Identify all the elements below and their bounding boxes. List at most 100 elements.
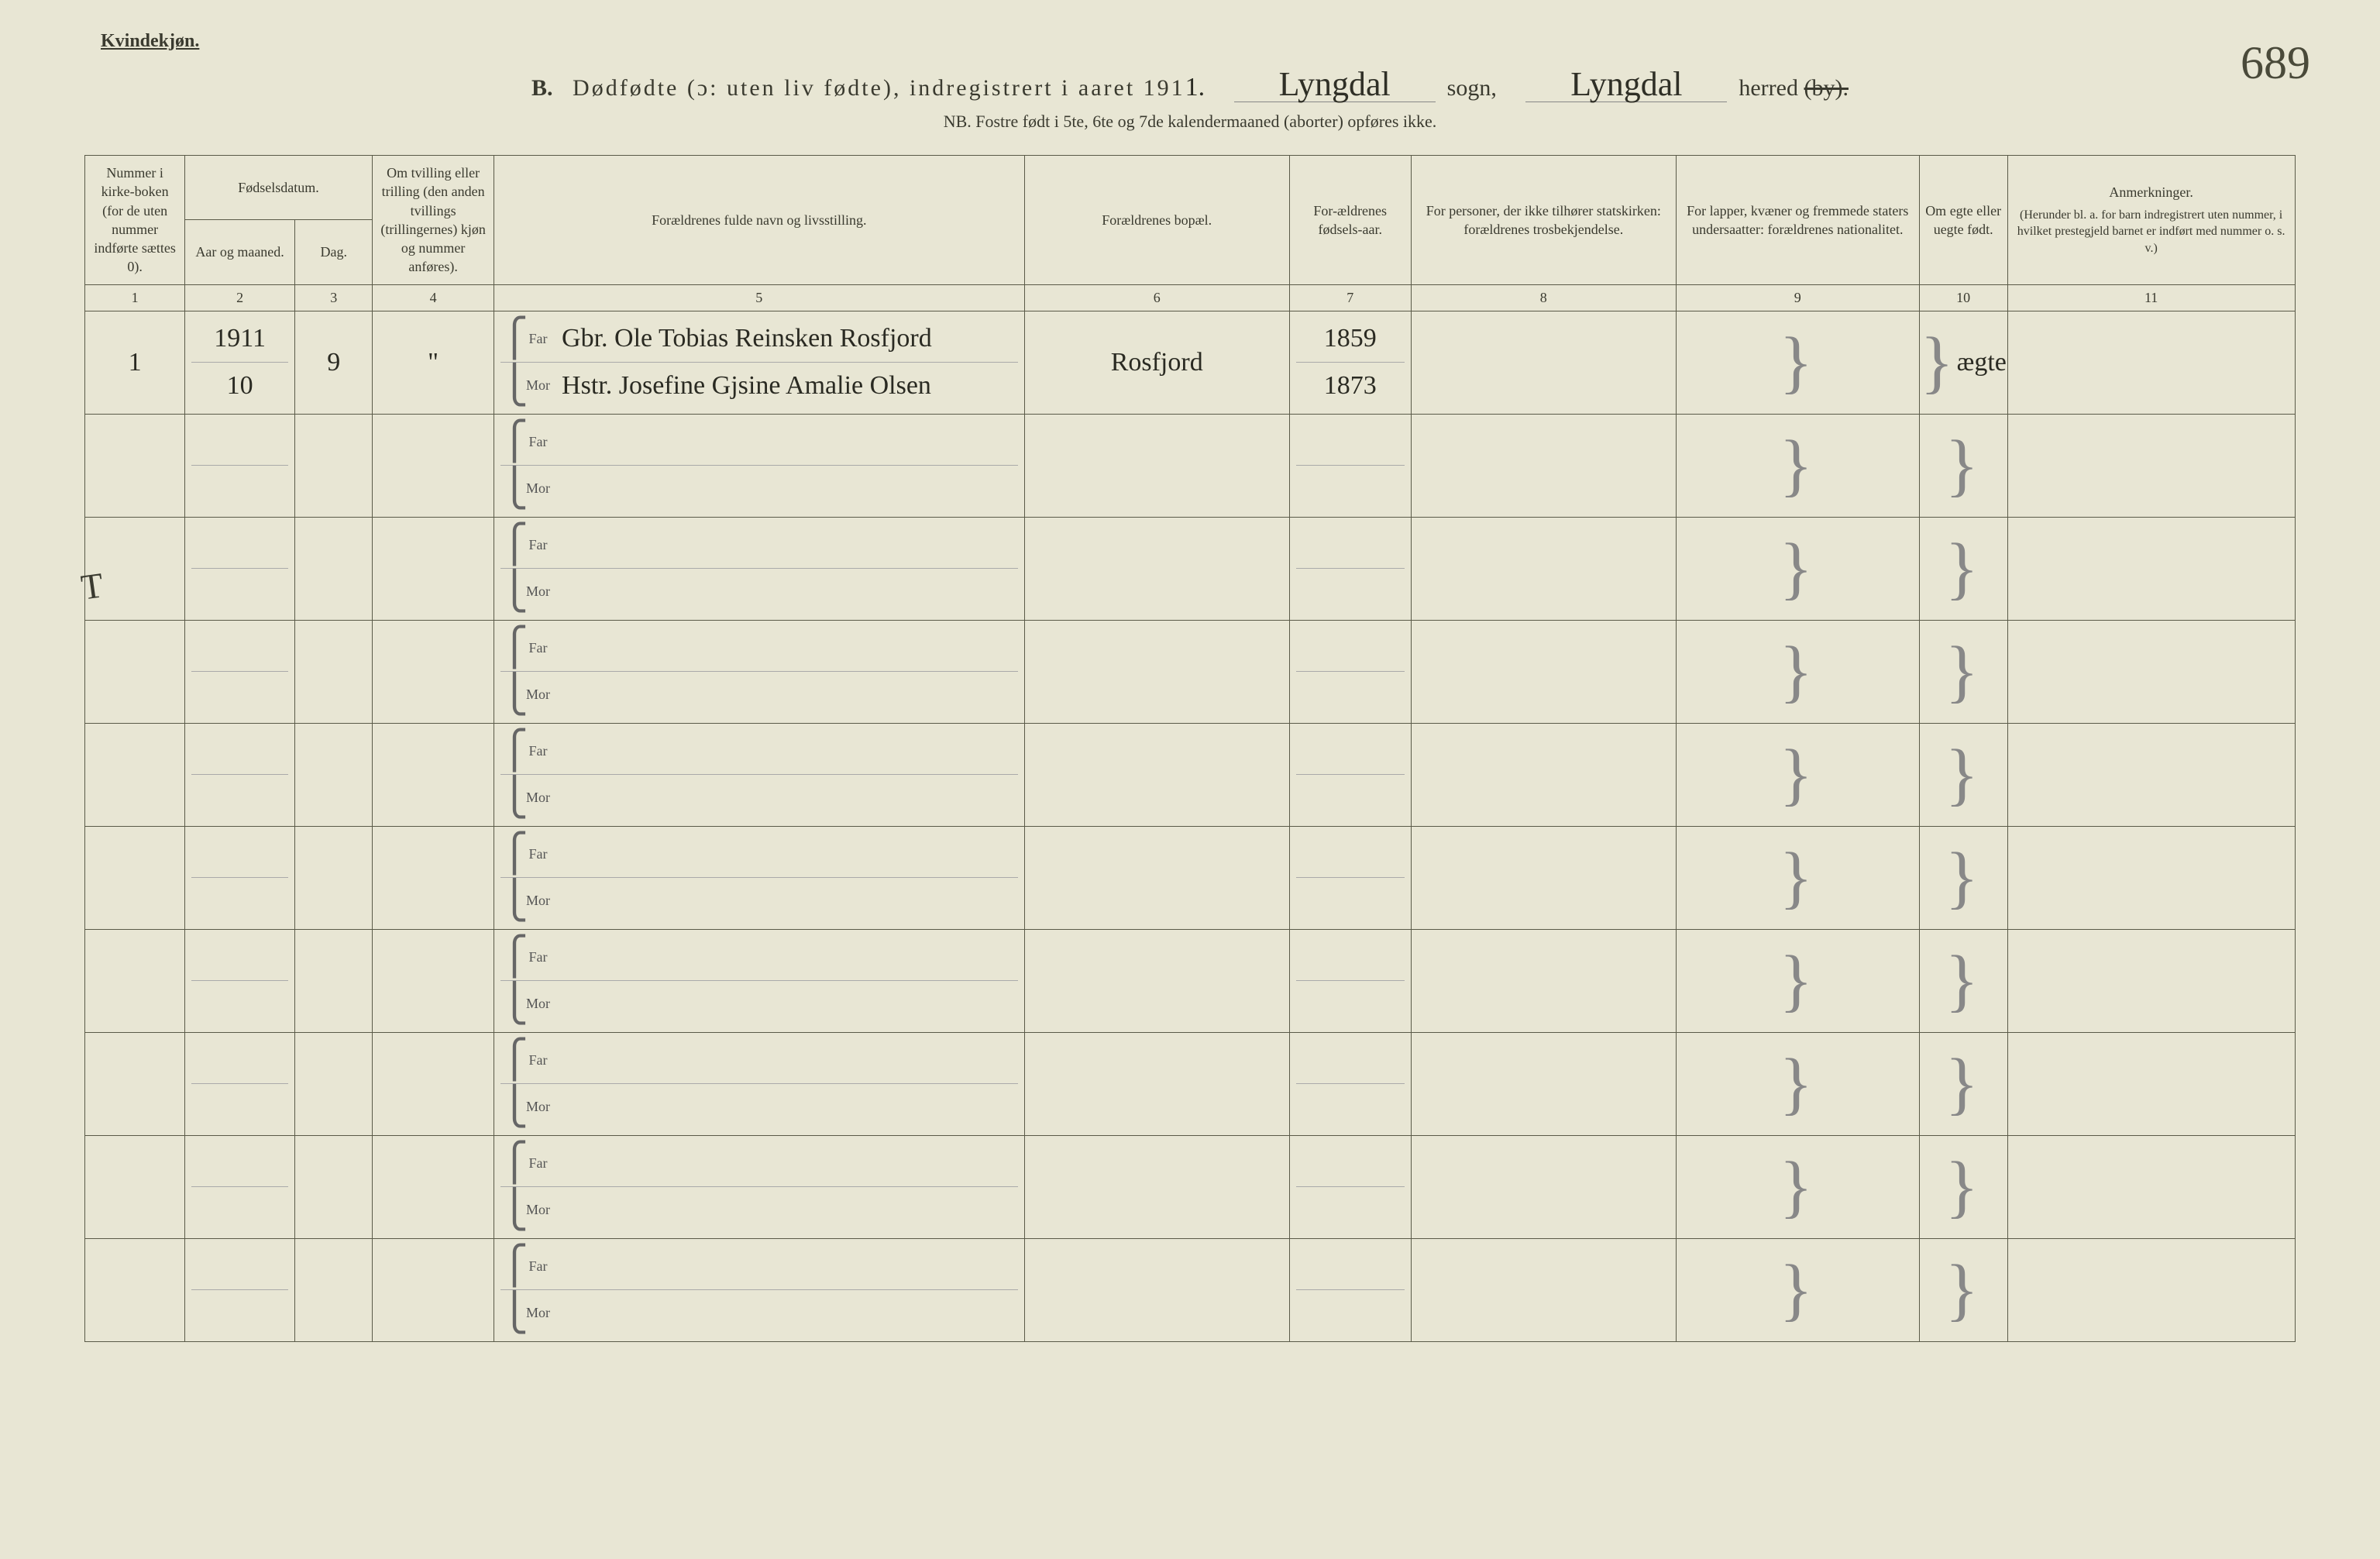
colnum: 9 — [1676, 284, 1919, 311]
dag — [295, 414, 373, 517]
col-4-header: Om tvilling eller trilling (den anden tv… — [373, 156, 494, 285]
col-6-header: Forældrenes bopæl. — [1024, 156, 1289, 285]
colnum: 1 — [85, 284, 184, 311]
col-11-header: Anmerkninger. (Herunder bl. a. for barn … — [2007, 156, 2295, 285]
col-5-header: Forældrenes fulde navn og livsstilling. — [494, 156, 1025, 285]
entry-number — [85, 414, 184, 517]
egte: } — [1919, 1238, 2007, 1341]
parents-cell: ⎧ Far ⎩ Mor — [494, 517, 1025, 620]
col-7-header: For-ældrenes fødsels-aar. — [1289, 156, 1411, 285]
tvilling — [373, 1135, 494, 1238]
table-row: ⎧ Far ⎩ Mor } } — [85, 723, 2295, 826]
foedselsaar — [1289, 1135, 1411, 1238]
tvilling — [373, 620, 494, 723]
colnum: 2 — [184, 284, 295, 311]
mor-label: Mor — [511, 790, 554, 806]
colnum: 8 — [1411, 284, 1676, 311]
trosbekjendelse — [1411, 1032, 1676, 1135]
nationalitet: } — [1676, 826, 1919, 929]
tvilling — [373, 517, 494, 620]
mor-label: Mor — [511, 480, 554, 497]
col-2a-header: Aar og maaned. — [184, 220, 295, 284]
anmerkninger — [2007, 620, 2295, 723]
anmerkninger — [2007, 1135, 2295, 1238]
anmerkninger — [2007, 723, 2295, 826]
egte: } — [1919, 1135, 2007, 1238]
section-prefix: B. — [531, 75, 553, 101]
dag — [295, 723, 373, 826]
bopael — [1024, 723, 1289, 826]
foedselsaar — [1289, 723, 1411, 826]
mor-label: Mor — [511, 1202, 554, 1218]
dag — [295, 1032, 373, 1135]
nb-line: NB. Fostre født i 5te, 6te og 7de kalend… — [39, 112, 2341, 132]
aar-maaned — [184, 826, 295, 929]
anmerkninger — [2007, 929, 2295, 1032]
title-line: 689 B. Dødfødte (ɔ: uten liv fødte), ind… — [39, 67, 2341, 102]
entry-number — [85, 1032, 184, 1135]
mor-label: Mor — [511, 583, 554, 600]
anmerkninger — [2007, 826, 2295, 929]
table-row: 11911109" ⎧ Far Gbr. Ole Tobias Reinsken… — [85, 311, 2295, 414]
foedselsaar — [1289, 929, 1411, 1032]
mor-label: Mor — [511, 377, 554, 394]
entry-number: 1 — [85, 311, 184, 414]
far-label: Far — [511, 537, 554, 553]
parents-cell: ⎧ Far ⎩ Mor — [494, 1238, 1025, 1341]
table-row: ⎧ Far ⎩ Mor } } — [85, 929, 2295, 1032]
gender-label: Kvindekjøn. — [101, 31, 2341, 52]
colnum: 5 — [494, 284, 1025, 311]
col-10-header: Om egte eller uegte født. — [1919, 156, 2007, 285]
trosbekjendelse — [1411, 311, 1676, 414]
bopael — [1024, 1238, 1289, 1341]
parents-cell: ⎧ Far ⎩ Mor — [494, 414, 1025, 517]
herred-struck: (by). — [1804, 75, 1848, 101]
sogn-label: sogn, — [1447, 75, 1497, 101]
nationalitet: } — [1676, 929, 1919, 1032]
aar-maaned — [184, 620, 295, 723]
anmerkninger — [2007, 1238, 2295, 1341]
colnum: 10 — [1919, 284, 2007, 311]
colnum: 7 — [1289, 284, 1411, 311]
trosbekjendelse — [1411, 414, 1676, 517]
parents-cell: ⎧ Far ⎩ Mor — [494, 620, 1025, 723]
far-label: Far — [511, 1258, 554, 1275]
dag — [295, 826, 373, 929]
col-11-sub: (Herunder bl. a. for barn indregistrert … — [2013, 207, 2290, 257]
egte: } — [1919, 620, 2007, 723]
herred-label: herred — [1739, 75, 1798, 101]
far-label: Far — [511, 846, 554, 862]
bopael — [1024, 826, 1289, 929]
mor-label: Mor — [511, 893, 554, 909]
bopael — [1024, 517, 1289, 620]
year-suffix: 1. — [1185, 73, 1205, 102]
nationalitet: } — [1676, 723, 1919, 826]
parents-cell: ⎧ Far ⎩ Mor — [494, 1032, 1025, 1135]
register-table: Nummer i kirke-boken (for de uten nummer… — [84, 155, 2295, 1342]
dag — [295, 1135, 373, 1238]
aar-maaned — [184, 414, 295, 517]
aar-maaned — [184, 1032, 295, 1135]
entry-number — [85, 1238, 184, 1341]
anmerkninger — [2007, 517, 2295, 620]
egte: } — [1919, 414, 2007, 517]
egte: } ægte — [1919, 311, 2007, 414]
foedselsaar — [1289, 517, 1411, 620]
column-number-row: 1 2 3 4 5 6 7 8 9 10 11 — [85, 284, 2295, 311]
far-label: Far — [511, 640, 554, 656]
dag — [295, 517, 373, 620]
foedselsaar — [1289, 620, 1411, 723]
entry-number — [85, 826, 184, 929]
colnum: 6 — [1024, 284, 1289, 311]
table-header: Nummer i kirke-boken (for de uten nummer… — [85, 156, 2295, 311]
table-row: ⎧ Far ⎩ Mor } } — [85, 826, 2295, 929]
anmerkninger — [2007, 414, 2295, 517]
aar-maaned — [184, 517, 295, 620]
trosbekjendelse — [1411, 1135, 1676, 1238]
dag — [295, 1238, 373, 1341]
nationalitet: } — [1676, 620, 1919, 723]
far-label: Far — [511, 1155, 554, 1172]
egte: } — [1919, 723, 2007, 826]
foedselsaar — [1289, 826, 1411, 929]
table-row: ⎧ Far ⎩ Mor } } — [85, 620, 2295, 723]
